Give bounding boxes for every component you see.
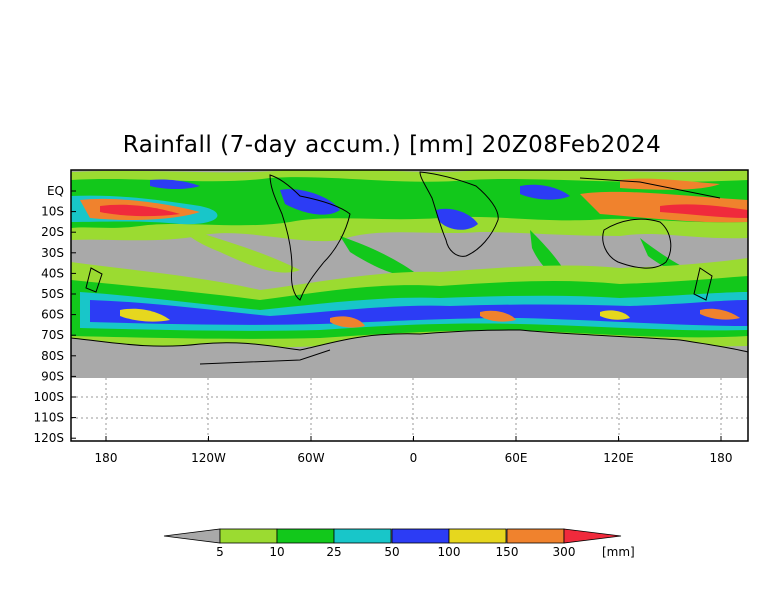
lon-label: 60W [297,451,324,465]
colorbar-segment [448,528,507,544]
colorbar-high-triangle [563,528,622,544]
lon-label: 180 [710,451,733,465]
rainfall-field [71,170,748,378]
lat-axis: EQ 10S 20S 30S 40S 50S 60S 70S 80S 90S 100S 110S 120… [33,184,76,445]
colorbar-label: 25 [326,545,341,559]
lat-label: 60S [41,308,64,322]
lon-label: 0 [410,451,418,465]
colorbar-low-triangle [163,528,221,544]
colorbar-segment [333,528,392,544]
lon-label: 120W [191,451,226,465]
lat-label: 50S [41,287,64,301]
grid-lines [71,378,748,441]
colorbar-label: 100 [438,545,461,559]
lon-label: 120E [603,451,634,465]
lat-label: 90S [41,369,64,383]
colorbar-segment [506,528,565,544]
coastlines [70,171,749,365]
colorbar-segment [391,528,450,544]
map-title: Rainfall (7-day accum.) [mm] 20Z08Feb202… [122,132,662,158]
lat-label: 30S [41,246,64,260]
colorbar-segment [219,528,278,544]
lon-label: 180 [95,451,118,465]
colorbar-unit: [mm] [602,545,635,559]
colorbar-label: 5 [216,545,224,559]
lat-label: 80S [41,349,64,363]
colorbar-label: 10 [269,545,284,559]
lat-label: 100S [33,390,64,404]
lat-label: 110S [33,411,64,425]
lat-label: 40S [41,266,64,280]
lat-label: EQ [47,184,64,198]
colorbar-label: 50 [384,545,399,559]
lon-axis: 180 120W 60W 0 60E 120E 180 [95,436,733,465]
colorbar-label: 300 [553,545,576,559]
lat-label: 20S [41,225,64,239]
colorbar-segment [276,528,335,544]
colorbar-label: 150 [496,545,519,559]
colorbar: 5 10 25 50 100 150 300 [mm] [163,528,635,559]
map-frame [70,169,749,442]
lat-label: 120S [33,431,64,445]
lat-label: 10S [41,205,64,219]
lon-label: 60E [505,451,528,465]
lat-label: 70S [41,328,64,342]
